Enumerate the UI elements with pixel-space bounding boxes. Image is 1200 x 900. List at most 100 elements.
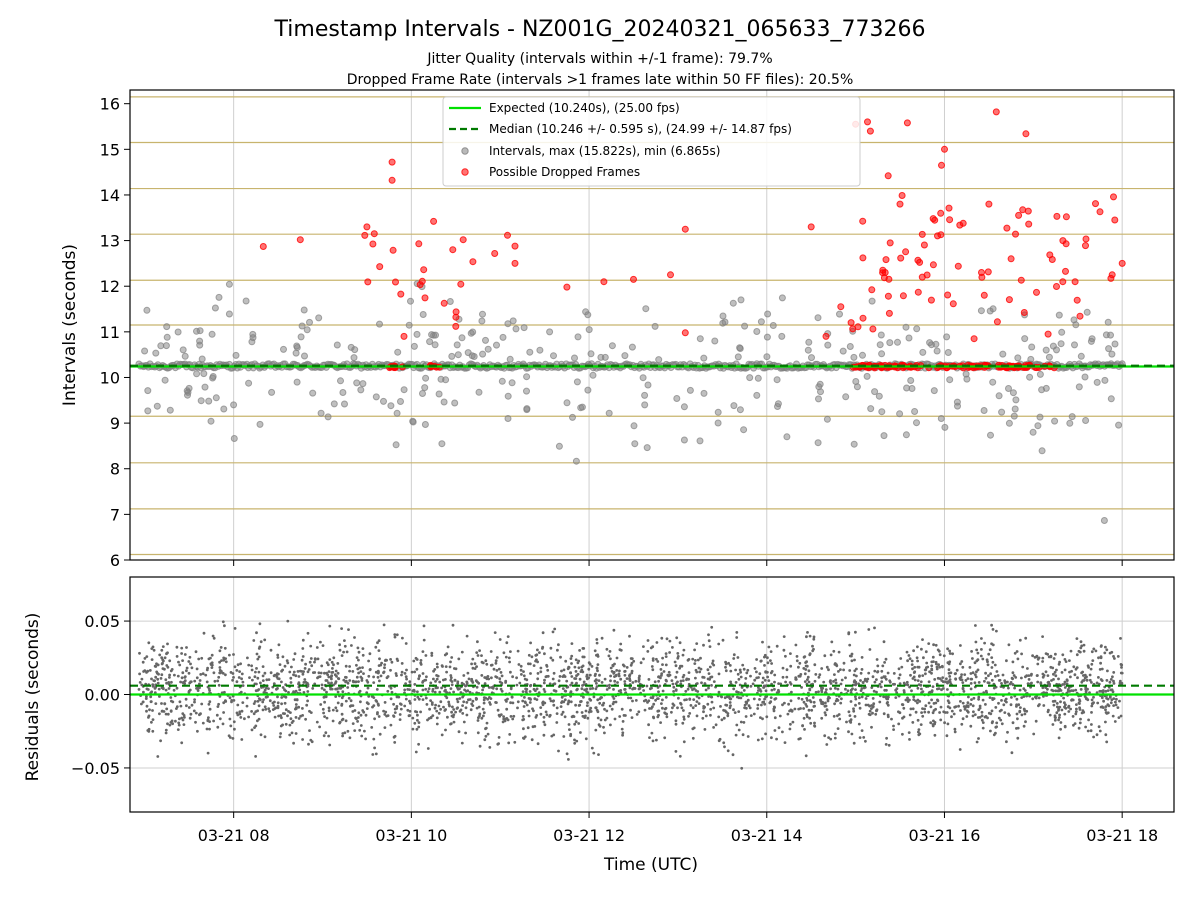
dropped-frame-point	[954, 262, 962, 270]
residual-point	[857, 682, 860, 686]
residual-point	[486, 697, 490, 701]
residual-point	[555, 712, 559, 715]
interval-point	[1068, 413, 1076, 421]
residual-point	[497, 736, 501, 739]
interval-point	[166, 406, 174, 414]
residual-point	[782, 635, 786, 638]
residual-point	[156, 677, 160, 681]
residual-point	[1030, 681, 1033, 685]
residual-point	[637, 710, 641, 714]
interval-point	[977, 307, 985, 315]
residual-point	[909, 707, 913, 711]
residual-point	[140, 677, 144, 681]
residual-point	[289, 717, 293, 721]
dropped-frame-point	[934, 232, 941, 240]
interval-point	[700, 354, 708, 362]
residual-point	[323, 700, 326, 704]
residual-point	[336, 687, 339, 690]
residual-point	[232, 653, 235, 656]
residual-point	[990, 666, 994, 669]
residual-point	[327, 675, 331, 679]
residual-point	[916, 701, 919, 705]
residual-point	[1015, 703, 1018, 707]
interval-point	[902, 431, 910, 439]
residual-point	[1023, 709, 1027, 713]
residual-point	[938, 665, 942, 669]
residual-point	[651, 659, 655, 662]
residual-point	[532, 687, 536, 691]
residual-point	[770, 736, 773, 740]
residual-point	[180, 676, 184, 680]
residual-point	[444, 728, 447, 732]
residual-point	[758, 698, 761, 701]
residual-point	[539, 670, 543, 674]
residual-point	[706, 702, 710, 706]
residual-point	[1079, 646, 1083, 650]
residual-point	[398, 713, 402, 716]
residual-point	[180, 716, 184, 720]
residual-point	[536, 648, 539, 652]
residual-point	[346, 686, 350, 689]
residual-point	[177, 721, 181, 725]
residual-point	[341, 690, 345, 694]
residual-point	[358, 728, 362, 732]
residual-point	[858, 696, 861, 700]
residual-point	[714, 723, 718, 727]
residual-point	[494, 661, 498, 665]
residual-point	[415, 658, 419, 661]
interval-point	[808, 354, 815, 362]
residual-point	[528, 701, 532, 704]
interval-point	[868, 297, 876, 305]
residual-point	[141, 700, 145, 704]
residual-point	[280, 702, 283, 706]
residual-point	[208, 707, 212, 711]
residual-point	[671, 702, 675, 706]
residual-point	[478, 744, 482, 748]
residual-point	[619, 677, 623, 681]
residual-point	[521, 715, 525, 718]
residual-point	[748, 706, 752, 710]
interval-point	[144, 387, 152, 395]
residual-point	[1089, 667, 1093, 671]
residual-point	[670, 679, 674, 682]
residual-point	[198, 713, 201, 717]
residual-point	[1073, 722, 1077, 725]
residual-point	[1064, 703, 1067, 707]
residual-point	[884, 695, 888, 699]
residual-point	[178, 717, 181, 721]
residual-point	[850, 654, 853, 658]
residual-point	[1072, 723, 1075, 727]
residual-point	[817, 675, 821, 679]
dropped-frame-point	[376, 263, 384, 271]
residual-point	[437, 711, 441, 715]
residual-point	[883, 661, 886, 664]
residual-point	[340, 627, 343, 630]
residual-point	[490, 663, 494, 667]
residual-point	[797, 737, 801, 741]
residual-point	[1110, 698, 1114, 702]
interval-point	[1055, 311, 1063, 319]
residual-point	[656, 697, 660, 700]
residual-point	[527, 697, 531, 700]
interval-point	[482, 336, 489, 344]
residual-point	[798, 661, 802, 665]
residual-point	[729, 697, 733, 701]
residual-point	[306, 670, 310, 674]
residual-point	[267, 678, 271, 681]
residual-point	[461, 704, 464, 707]
residual-point	[1076, 676, 1079, 680]
residual-point	[983, 641, 986, 645]
residual-point	[711, 659, 715, 663]
residual-point	[340, 654, 344, 657]
residual-point	[276, 653, 280, 657]
residual-point	[934, 707, 937, 711]
residual-point	[444, 678, 447, 681]
residual-point	[194, 650, 198, 654]
residual-point	[416, 695, 420, 699]
residual-point	[595, 641, 599, 645]
residual-point	[885, 697, 889, 701]
residual-point	[703, 728, 707, 731]
residual-point	[981, 721, 985, 724]
residual-point	[597, 679, 601, 682]
residual-point	[417, 721, 421, 724]
